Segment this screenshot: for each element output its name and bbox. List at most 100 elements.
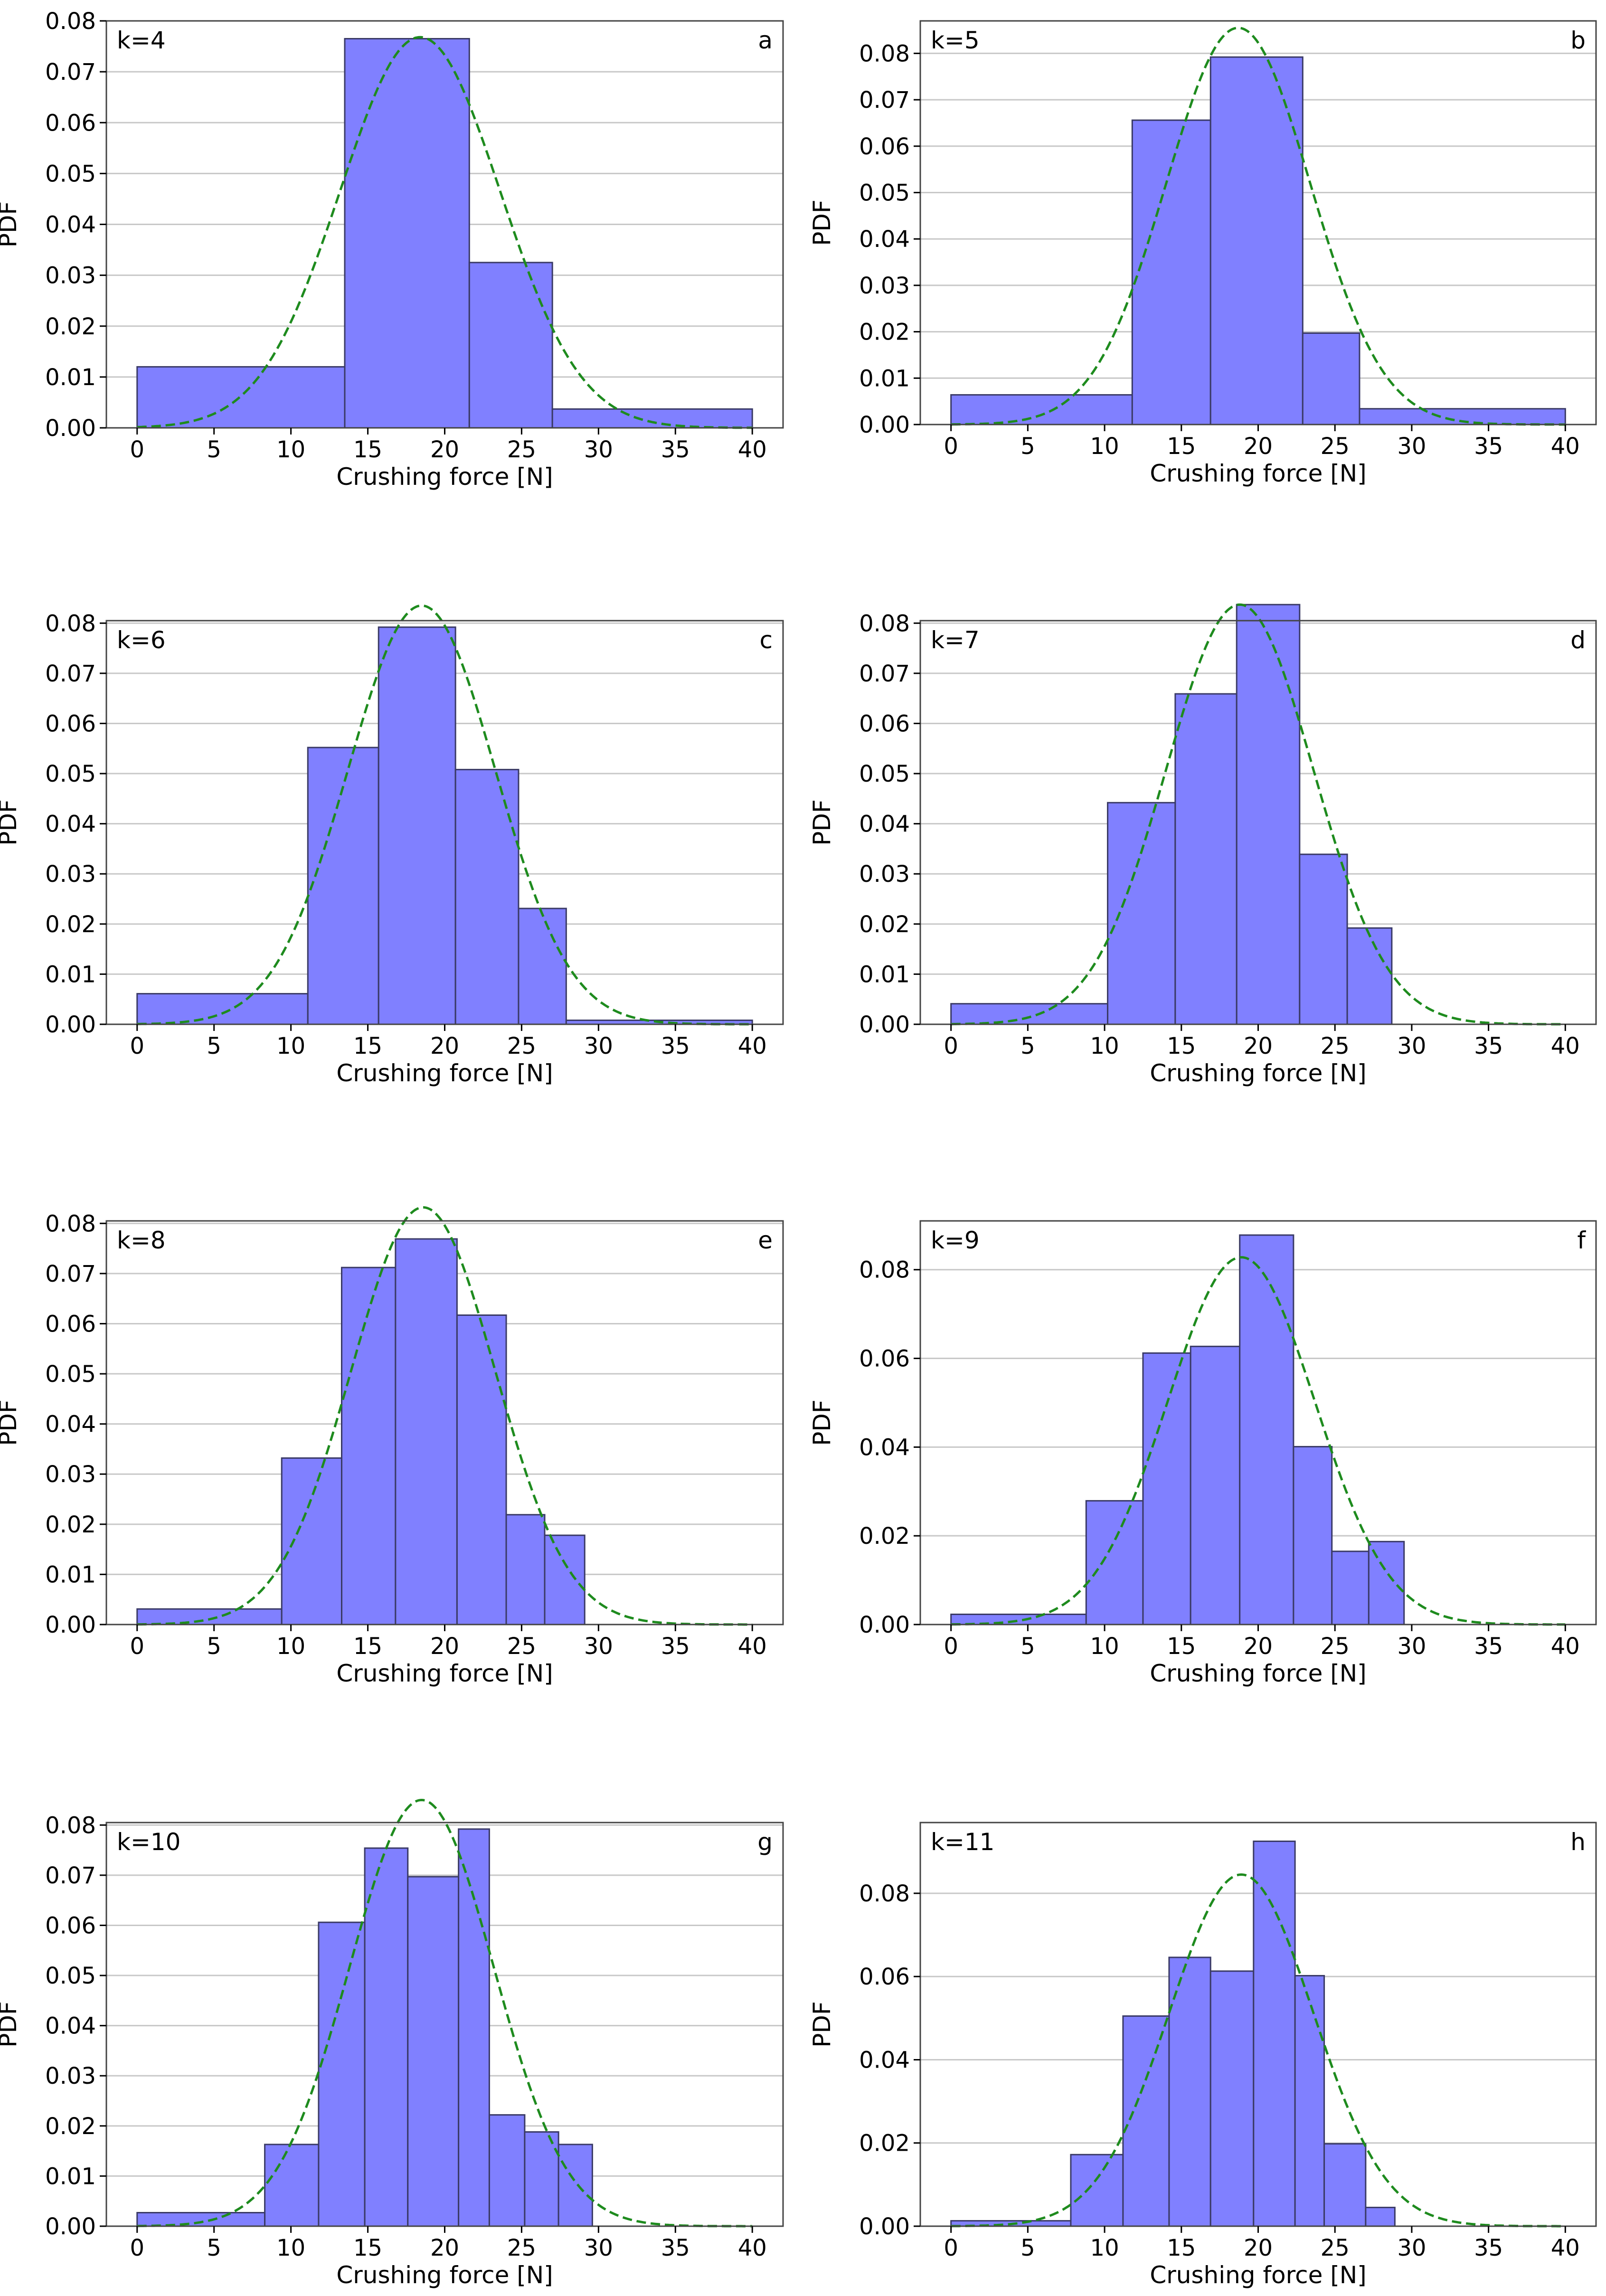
x-tick-label: 30 (584, 1033, 613, 1059)
x-tick-label: 20 (430, 436, 459, 463)
x-tick-label: 40 (1551, 1033, 1580, 1059)
chart-panel-g: 0 5 10 15 20 25 30 35 40 0.00 0.01 0.02 0.03 0.04 0.05… (0, 1798, 784, 2289)
x-tick-label: 15 (1167, 1633, 1196, 1660)
y-tick-label: 0.00 (859, 2213, 910, 2240)
chart-panel-a: 0 5 10 15 20 25 30 35 40 0.00 0.01 0.02 0.03 0.04 0.05… (0, 8, 784, 491)
histogram-bar (307, 746, 379, 1025)
y-tick-label: 0.06 (859, 1346, 910, 1372)
x-tick-label: 5 (1020, 2235, 1035, 2261)
panel-letter: c (760, 626, 773, 654)
x-tick-label: 0 (944, 1633, 958, 1660)
y-tick-label: 0.05 (45, 161, 96, 187)
x-tick-label: 40 (1551, 433, 1580, 460)
x-axis-label: Crushing force [N] (1150, 2261, 1366, 2289)
histogram-bar (341, 1266, 397, 1625)
y-tick-label: 0.00 (45, 2213, 96, 2240)
k-value-label: k=11 (931, 1828, 994, 1856)
k-value-label: k=7 (931, 626, 980, 654)
x-tick-label: 30 (1397, 1033, 1426, 1059)
x-tick-label: 25 (507, 2235, 536, 2261)
x-tick-label: 5 (1020, 433, 1035, 460)
x-tick-label: 15 (1167, 1033, 1196, 1059)
y-axis-label: PDF (808, 799, 836, 845)
histogram-bar (1368, 1540, 1405, 1625)
y-tick-label: 0.04 (859, 1434, 910, 1461)
y-tick-label: 0.04 (45, 1411, 96, 1438)
fit-curve (951, 1256, 1566, 1626)
histogram-bar (488, 2114, 526, 2227)
histogram-bar (318, 1921, 366, 2227)
y-tick-label: 0.00 (45, 1011, 96, 1038)
x-tick-label: 10 (276, 436, 305, 463)
y-tick-label: 0.03 (45, 1461, 96, 1488)
y-tick-label: 0.00 (45, 415, 96, 442)
histogram-bar (136, 1608, 283, 1625)
x-tick-label: 0 (944, 433, 958, 460)
histogram-bar (1365, 2207, 1396, 2227)
k-value-label: k=10 (117, 1828, 180, 1856)
y-tick-label: 0.06 (45, 1912, 96, 1939)
y-tick-label: 0.06 (859, 1964, 910, 1990)
y-tick-label: 0.07 (45, 59, 96, 85)
fit-curve (137, 1206, 753, 1626)
chart-panel-e: 0 5 10 15 20 25 30 35 40 0.00 0.01 0.02 0.03 0.04 0.05… (0, 1206, 784, 1687)
k-value-label: k=8 (117, 1227, 166, 1254)
x-tick-label: 25 (507, 1633, 536, 1660)
histogram-bar (1293, 1446, 1333, 1625)
histogram-bar (281, 1457, 343, 1625)
histogram-bar (1107, 802, 1176, 1025)
y-axis-label: PDF (0, 201, 22, 247)
x-tick-label: 10 (276, 1633, 305, 1660)
histogram-bar (1346, 927, 1393, 1025)
x-tick-label: 15 (353, 1033, 382, 1059)
x-tick-label: 30 (584, 2235, 613, 2261)
x-tick-label: 15 (353, 436, 382, 463)
histogram-bar (557, 2144, 593, 2227)
fit-curve (951, 603, 1566, 1026)
x-tick-label: 25 (1321, 433, 1350, 460)
y-tick-label: 0.04 (45, 811, 96, 838)
fit-curve (137, 36, 753, 429)
panel-letter: g (757, 1828, 773, 1856)
y-tick-label: 0.02 (45, 313, 96, 340)
y-tick-label: 0.02 (859, 2130, 910, 2157)
y-tick-label: 0.05 (45, 1963, 96, 1989)
histogram-bar (456, 1314, 507, 1625)
x-tick-label: 0 (944, 1033, 958, 1059)
histogram-bar (454, 769, 520, 1025)
histogram-bar (468, 262, 553, 429)
histogram-bar (518, 907, 567, 1025)
y-tick-label: 0.05 (859, 180, 910, 206)
y-tick-label: 0.08 (45, 1812, 96, 1839)
fit-curve (137, 1798, 753, 2228)
panel-letter: d (1570, 626, 1586, 654)
x-tick-label: 40 (738, 2235, 767, 2261)
histogram-bar (1070, 2154, 1124, 2227)
y-tick-label: 0.02 (45, 2113, 96, 2140)
x-tick-label: 0 (130, 2235, 144, 2261)
histogram-bar (1174, 693, 1238, 1025)
x-tick-label: 10 (1090, 1633, 1119, 1660)
chart-panel-c: 0 5 10 15 20 25 30 35 40 0.00 0.01 0.02 0.03 0.04 0.05… (0, 604, 784, 1087)
x-tick-label: 25 (1321, 2235, 1350, 2261)
fit-curve (137, 604, 753, 1026)
y-tick-label: 0.06 (45, 1311, 96, 1337)
y-tick-label: 0.01 (859, 961, 910, 988)
x-tick-label: 0 (130, 1633, 144, 1660)
y-tick-label: 0.00 (859, 1011, 910, 1038)
histogram-bar (136, 2211, 266, 2227)
histogram-bar (524, 2131, 559, 2227)
y-tick-label: 0.02 (859, 911, 910, 938)
y-tick-label: 0.04 (45, 212, 96, 238)
y-tick-label: 0.00 (859, 1612, 910, 1638)
k-value-label: k=6 (117, 626, 166, 654)
y-tick-label: 0.02 (45, 911, 96, 938)
y-tick-label: 0.03 (45, 2063, 96, 2089)
x-axis-label: Crushing force [N] (336, 1059, 553, 1087)
k-value-label: k=9 (931, 1227, 980, 1254)
y-tick-label: 0.01 (45, 2163, 96, 2190)
y-tick-label: 0.01 (45, 1561, 96, 1588)
y-axis-label: PDF (808, 1399, 836, 1446)
x-tick-label: 10 (1090, 433, 1119, 460)
x-tick-label: 5 (207, 436, 221, 463)
